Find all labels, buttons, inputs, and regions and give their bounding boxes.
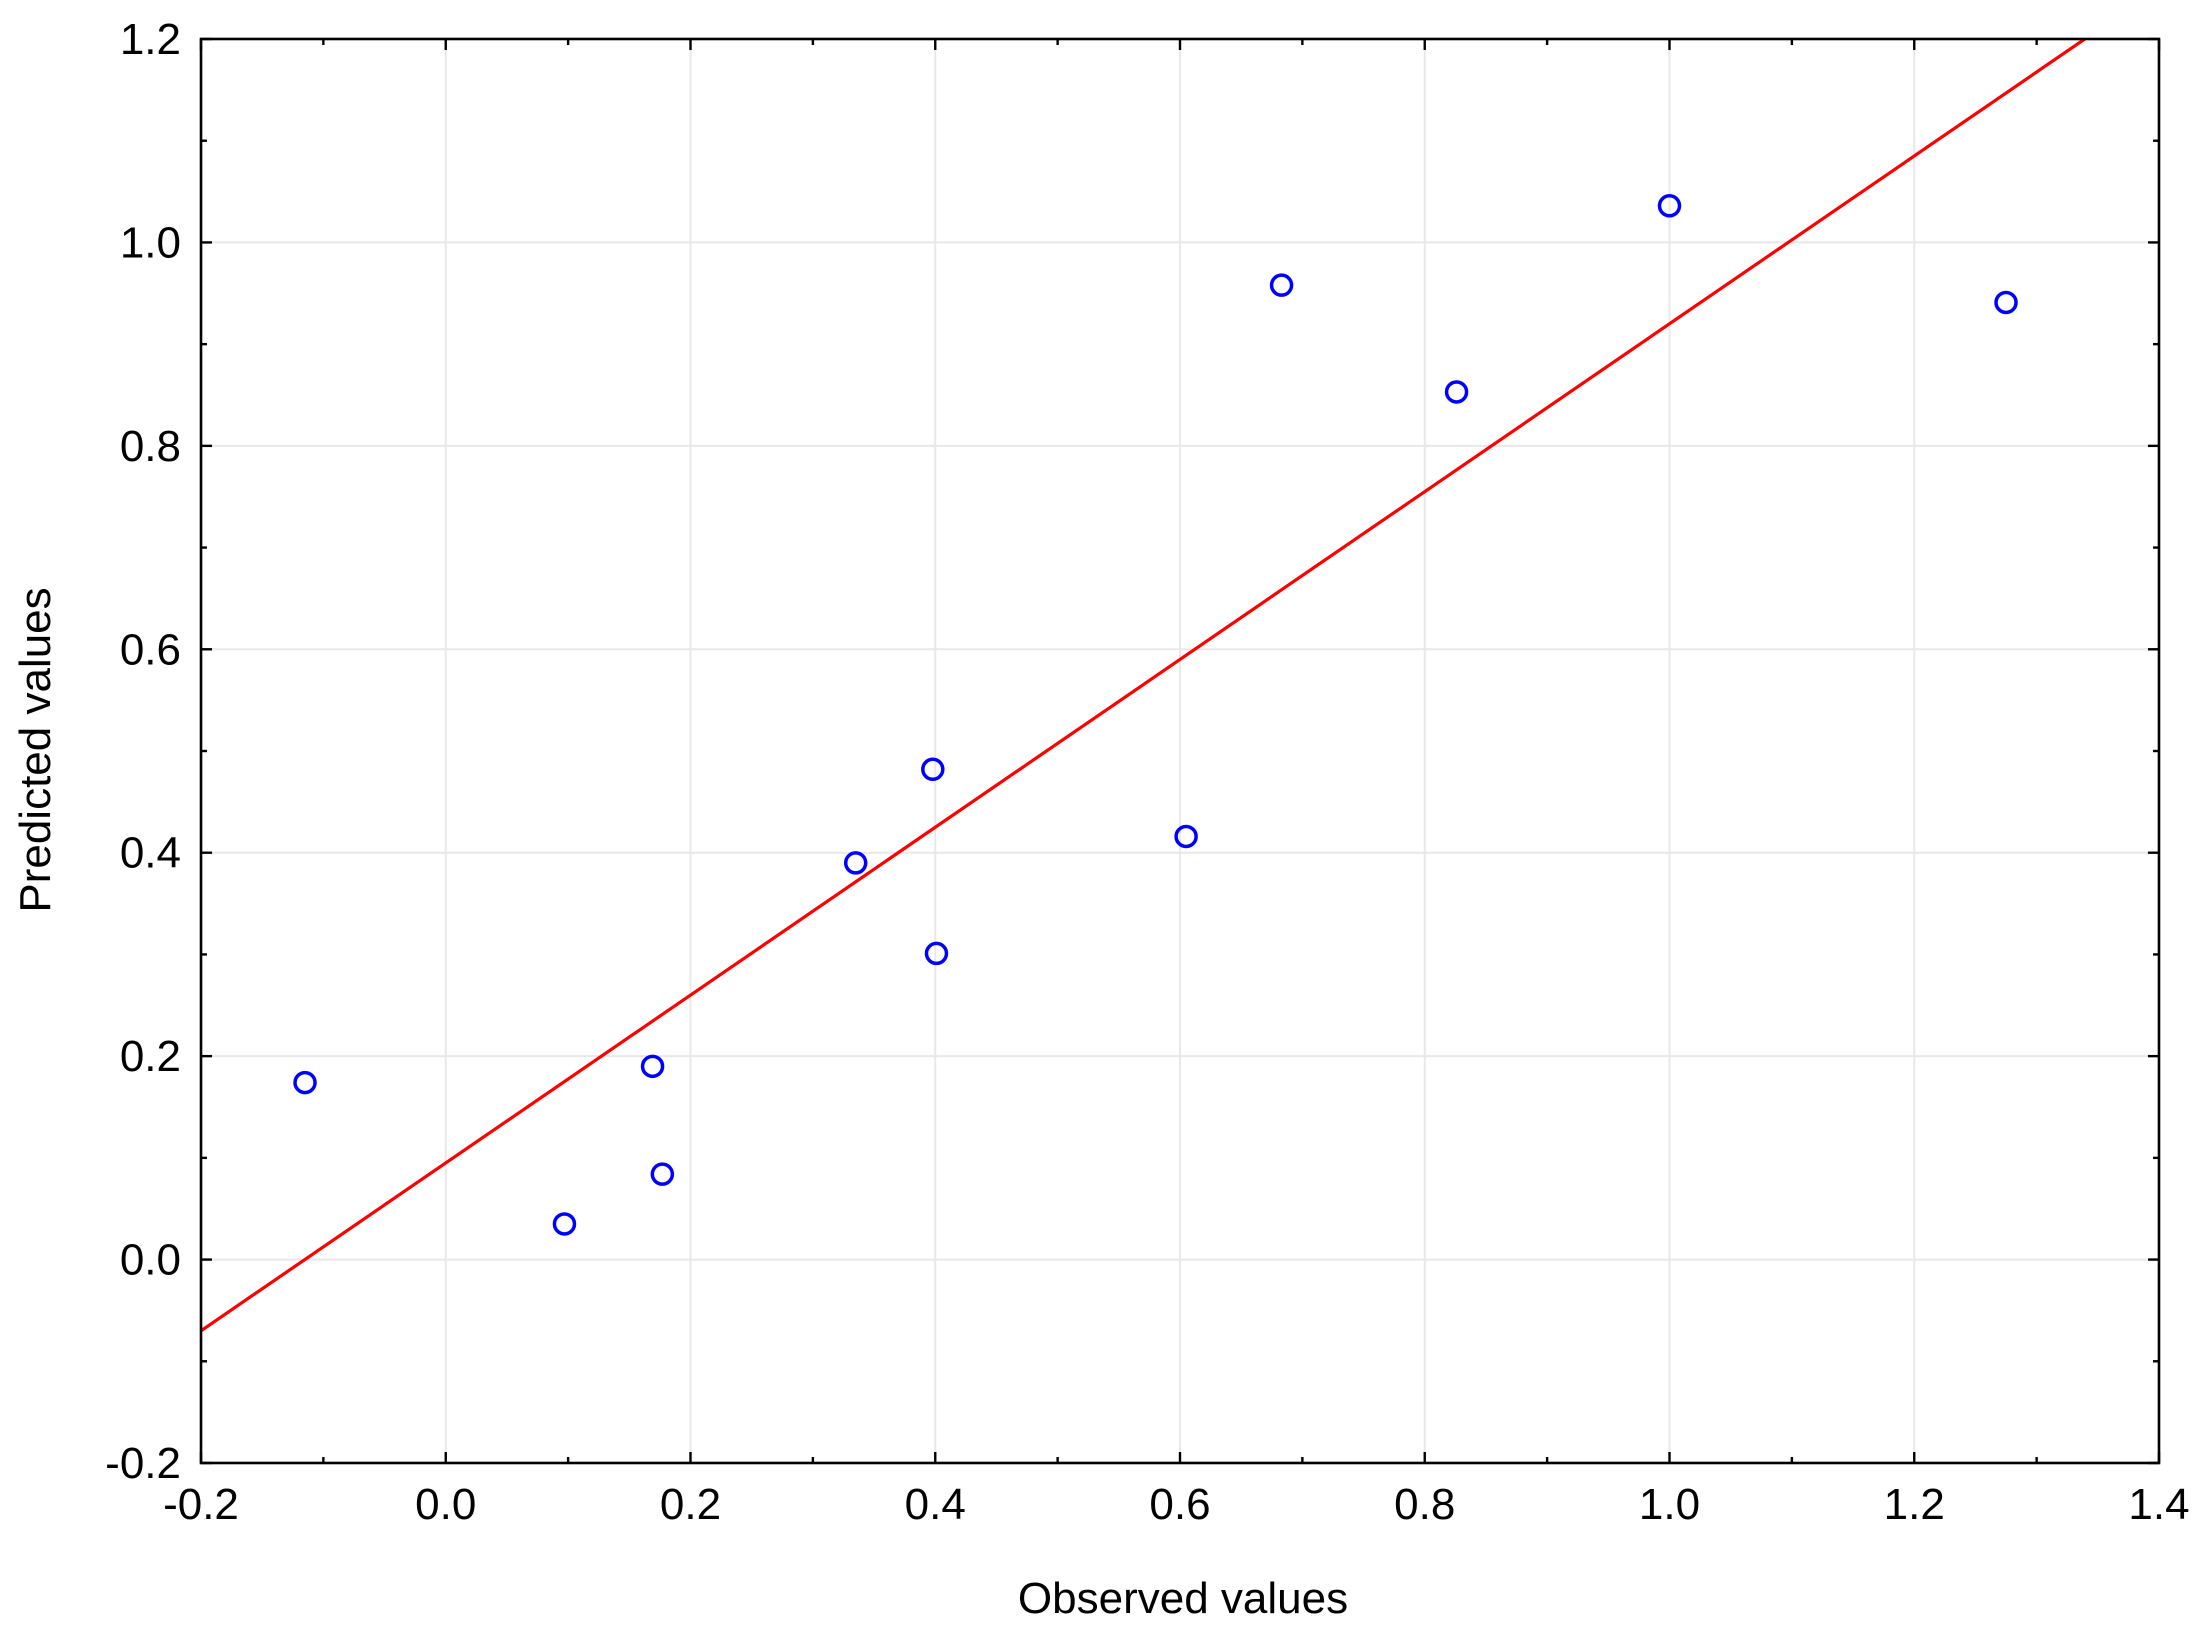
y-tick-label: 0.6 bbox=[120, 625, 181, 674]
x-tick-label: 1.4 bbox=[2128, 1480, 2189, 1529]
y-tick-label: 0.4 bbox=[120, 829, 181, 878]
x-tick-label: 1.0 bbox=[1639, 1480, 1700, 1529]
x-tick-label: 0.4 bbox=[905, 1480, 966, 1529]
data-point bbox=[640, 1054, 665, 1079]
data-point bbox=[1444, 380, 1469, 404]
tick-labels: -0.2 0.0 0.2 0.4 0.6 0.8 1.0 1.2 1.4 -0.2 0.0 0.2 0.… bbox=[105, 15, 2189, 1529]
x-tick-label: 0.0 bbox=[415, 1480, 476, 1529]
y-axis-title: Predicted values bbox=[11, 587, 60, 912]
y-tick-label: 1.0 bbox=[120, 218, 181, 267]
data-point bbox=[650, 1162, 675, 1186]
grid-lines bbox=[201, 39, 2159, 1463]
data-point bbox=[924, 941, 949, 966]
y-tick-label: 0.2 bbox=[120, 1032, 181, 1081]
data-point bbox=[293, 1070, 317, 1095]
regression-line bbox=[201, 39, 2088, 1333]
x-tick-label: 0.2 bbox=[660, 1480, 721, 1529]
x-tick-label: 1.2 bbox=[1884, 1480, 1945, 1529]
x-axis-title: Observed values bbox=[1018, 1574, 1348, 1623]
x-tick-label: 0.8 bbox=[1394, 1480, 1455, 1529]
data-points bbox=[293, 194, 2018, 1236]
y-tick-label: -0.2 bbox=[105, 1439, 181, 1488]
y-tick-label: 0.0 bbox=[120, 1236, 181, 1285]
y-tick-label: 1.2 bbox=[120, 15, 181, 64]
data-point bbox=[1994, 290, 2018, 315]
data-point bbox=[1174, 824, 1198, 849]
data-point bbox=[921, 757, 945, 782]
data-point bbox=[1269, 273, 1294, 297]
regression-line-group bbox=[201, 39, 2088, 1333]
x-tick-label: 0.6 bbox=[1149, 1480, 1210, 1529]
data-point bbox=[552, 1212, 577, 1236]
data-point bbox=[1657, 194, 1682, 218]
axes bbox=[199, 37, 2161, 1465]
x-tick-label: -0.2 bbox=[163, 1480, 239, 1529]
data-point bbox=[843, 851, 868, 875]
y-tick-label: 0.8 bbox=[120, 422, 181, 471]
